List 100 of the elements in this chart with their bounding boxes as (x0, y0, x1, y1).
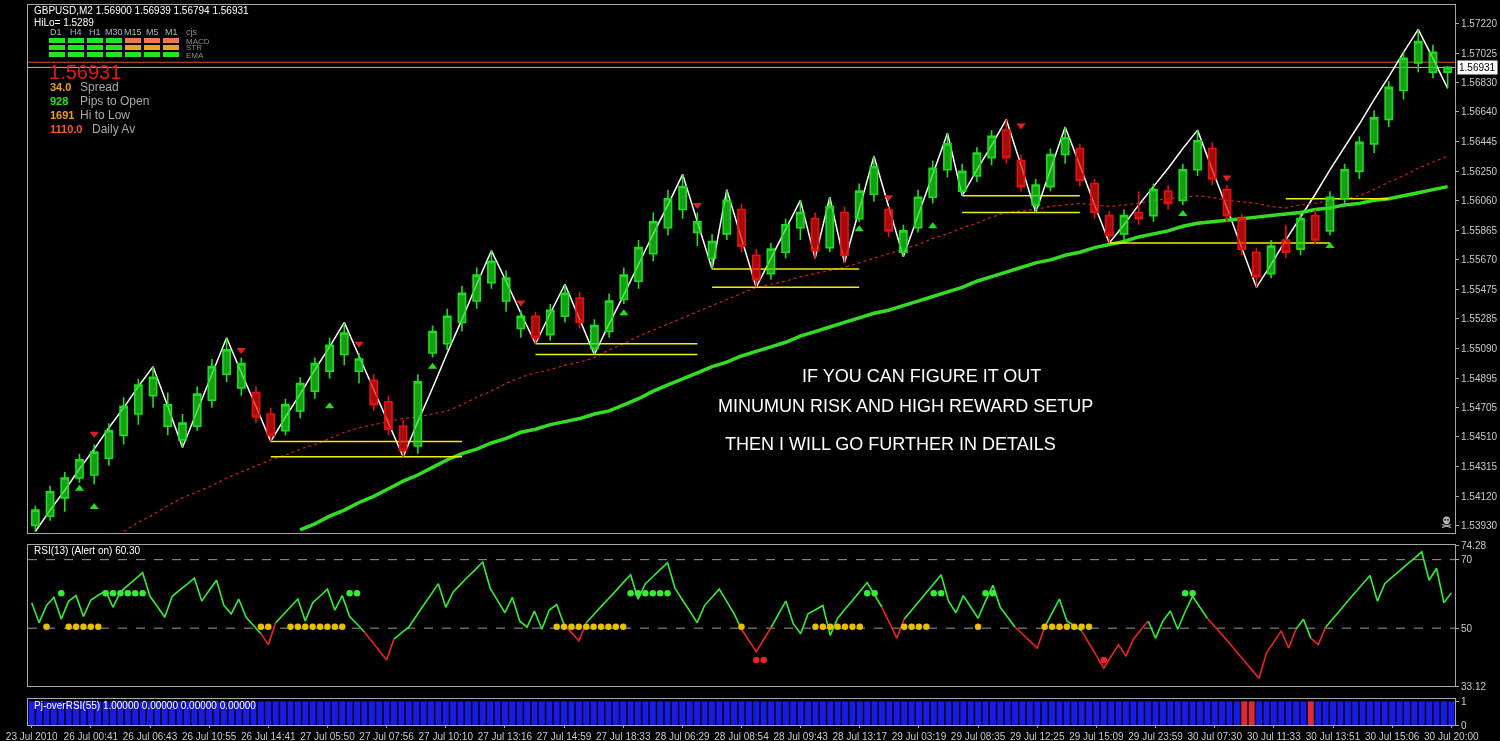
y-tick-label: 1.54120 (1461, 490, 1498, 502)
ref-line-label: 1.56931 (1459, 62, 1496, 73)
point (43, 623, 50, 631)
point (331, 623, 339, 631)
candlestick (148, 365, 158, 409)
annotation: MACD (186, 37, 210, 46)
point (65, 623, 72, 631)
candlestick (560, 283, 570, 324)
text: HiLo= 1.5289 (34, 17, 95, 28)
candlestick (398, 419, 408, 458)
y-tick-label: 0 (1461, 719, 1467, 731)
annotation: EMA (186, 51, 204, 60)
candlestick (501, 269, 511, 313)
point (937, 589, 945, 597)
point (1063, 623, 1071, 631)
x-tick-label: 29 Jul 08:35 (950, 731, 1006, 741)
point (642, 589, 649, 597)
point (974, 623, 982, 631)
point (1325, 242, 1335, 249)
point (1070, 623, 1078, 631)
point (863, 589, 871, 597)
x-tick-label: 26 Jul 10:55 (181, 731, 237, 741)
x-tick-label: 26 Jul 06:43 (122, 731, 178, 741)
point (915, 623, 923, 631)
candlestick (516, 309, 526, 339)
x-tick-label: 27 Jul 14:59 (536, 731, 592, 741)
point (265, 623, 272, 631)
candlestick (1325, 190, 1335, 237)
point (257, 623, 265, 631)
point (560, 623, 568, 631)
candlestick (1340, 162, 1350, 208)
point (834, 623, 841, 631)
candlestick (1163, 184, 1173, 211)
point (1048, 623, 1056, 631)
point (692, 202, 702, 209)
x-tick-label: 30 Jul 07:30 (1187, 731, 1243, 741)
candlestick (163, 391, 173, 437)
candlestick (663, 188, 673, 237)
point (627, 589, 634, 597)
point (553, 623, 560, 631)
line-series (298, 184, 1450, 532)
point (1181, 589, 1189, 597)
candlestick (1104, 210, 1114, 244)
point (753, 656, 760, 664)
y-tick-label: 70 (1461, 554, 1473, 566)
point (1056, 623, 1063, 631)
point (236, 347, 246, 354)
y-tick-label: 1.55285 (1461, 313, 1498, 325)
point (900, 623, 908, 631)
y-tick-label: 1.55670 (1461, 254, 1498, 266)
y-tick-label: 33.12 (1461, 680, 1487, 692)
point (760, 656, 767, 664)
x-tick-label: 30 Jul 13:51 (1305, 731, 1361, 741)
candlestick (133, 378, 143, 426)
point (1178, 210, 1188, 217)
candlestick (457, 284, 467, 333)
candlestick (1119, 208, 1129, 241)
point (649, 589, 657, 597)
annotation: THEN I WILL GO FURTHER IN DETAILS (725, 434, 1056, 454)
x-tick-label: 29 Jul 12:25 (1010, 731, 1065, 741)
y-tick-label: 1.56250 (1461, 165, 1498, 177)
annotation: cjs (186, 27, 198, 37)
candlestick (531, 310, 540, 345)
x-tick-label: 30 Jul 20:00 (1424, 731, 1479, 741)
candlestick (339, 321, 349, 366)
point (1189, 589, 1196, 597)
candlestick (1207, 141, 1217, 186)
point (294, 623, 302, 631)
candlestick (1237, 213, 1247, 257)
annotation: MINUMUN RISK AND HIGH REWARD SETUP (718, 396, 1094, 416)
candlestick (1266, 239, 1276, 279)
chart-title: GBPUSD,M2 1.56900 1.56939 1.56794 1.56931 (34, 5, 250, 16)
candlestick (251, 385, 261, 424)
candlestick (1016, 153, 1026, 192)
point (982, 589, 989, 597)
point (117, 589, 124, 597)
point (664, 589, 671, 597)
point (1078, 623, 1085, 631)
candlestick (75, 452, 84, 484)
annotation: 1.56931 (49, 61, 122, 83)
candlestick (678, 173, 688, 220)
candlestick (795, 199, 805, 241)
point (923, 623, 930, 631)
candlestick (1031, 178, 1041, 214)
annotation: Hi to Low (80, 108, 131, 122)
point (656, 589, 664, 597)
candlestick (1149, 182, 1158, 223)
candlestick (1413, 28, 1423, 73)
point (131, 589, 139, 597)
point (287, 623, 294, 631)
candlestick (1310, 208, 1320, 246)
annotation: M15 (124, 27, 142, 37)
point (871, 589, 878, 597)
line-series (123, 155, 1449, 533)
point (738, 623, 745, 631)
point (582, 623, 590, 631)
candlestick (928, 159, 938, 205)
annotation: IF YOU CAN FIGURE IT OUT (802, 366, 1042, 386)
point (612, 623, 620, 631)
x-tick-label: 30 Jul 11:33 (1246, 731, 1302, 741)
